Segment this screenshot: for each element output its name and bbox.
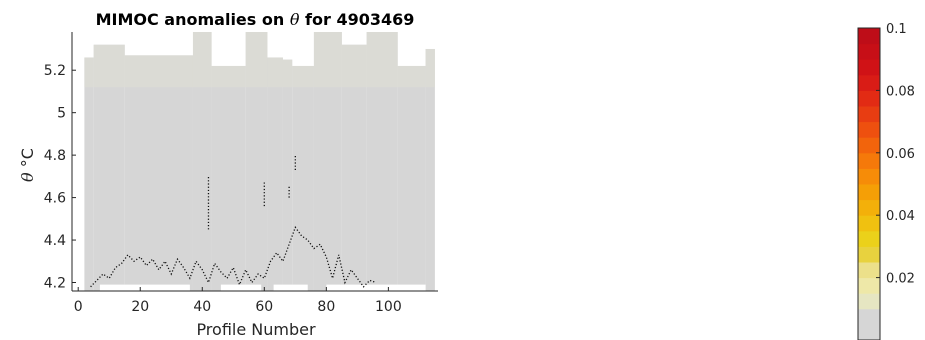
field-column [397, 65, 426, 291]
colorbar-frame [857, 27, 881, 340]
x-tick-label: 60 [255, 299, 273, 315]
colorbar-swatch [858, 215, 880, 232]
y-tick-label: 5 [57, 106, 66, 122]
colorbar: 0.02 0.04 0.06 0.08 0.1 [857, 22, 915, 340]
x-axis: 0 20 40 60 80 100 [74, 287, 402, 315]
colorbar-swatch [858, 277, 880, 294]
x-axis-label: Profile Number [196, 320, 316, 339]
colorbar-swatch [858, 324, 880, 340]
title-suffix: for 4903469 [305, 10, 414, 29]
chart-title: MIMOC anomalies on θ for 4903469 [96, 10, 415, 29]
plot-area [84, 32, 435, 292]
colorbar-swatch [858, 43, 880, 60]
overlay-layer [71, 32, 438, 292]
colorbar-swatch [858, 106, 880, 123]
title-prefix: MIMOC anomalies on [96, 10, 285, 29]
field-upper-band [341, 44, 367, 88]
y-tick-label: 4.8 [44, 148, 66, 164]
title-symbol: θ [290, 10, 300, 29]
field-column [211, 65, 246, 291]
y-axis-label: θ °C [18, 148, 37, 182]
field-upper-band [84, 57, 94, 88]
colorbar-swatch [858, 90, 880, 107]
x-tick-label: 20 [131, 299, 149, 315]
colorbar-swatch [858, 168, 880, 185]
colorbar-swatch [858, 59, 880, 76]
colorbar-swatch [858, 137, 880, 154]
colorbar-swatch [858, 28, 880, 45]
field-upper-band [124, 55, 193, 88]
field-upper-band [366, 32, 398, 88]
colorbar-tick-label: 0.08 [886, 84, 915, 99]
colorbar-swatch [858, 152, 880, 169]
field-column [192, 32, 212, 291]
colorbar-swatch [858, 308, 880, 325]
x-tick-label: 40 [193, 299, 211, 315]
field-upper-band [245, 32, 268, 88]
colorbar-tick-label: 0.02 [886, 272, 915, 287]
field-bottom-gap [273, 284, 308, 291]
y-tick-label: 4.6 [44, 191, 66, 207]
colorbar-swatch [858, 293, 880, 310]
colorbar-swatch [858, 184, 880, 201]
y-axis: 4.2 4.4 4.6 4.8 5 5.2 [44, 63, 76, 292]
field-upper-band [397, 65, 426, 88]
field-column [425, 48, 435, 291]
field-column [84, 57, 94, 292]
colorbar-tick-label: 0.04 [886, 209, 915, 224]
field-upper-band [211, 65, 246, 88]
field-upper-band [192, 32, 212, 88]
field-column [267, 57, 283, 292]
field-upper-band [282, 59, 293, 88]
field-column [124, 55, 193, 291]
field-upper-band [267, 57, 283, 88]
field-column [282, 59, 293, 292]
y-tick-label: 4.4 [44, 233, 66, 249]
field-upper-band [292, 65, 314, 88]
field-column [245, 32, 268, 291]
field-upper-band [93, 44, 125, 88]
x-tick-label: 0 [74, 299, 83, 315]
field-upper-band [313, 32, 342, 88]
field-bottom-gap [99, 284, 190, 291]
y-tick-label: 5.2 [44, 63, 66, 79]
colorbar-swatch [858, 230, 880, 247]
field-bottom-gap [220, 284, 262, 291]
colorbar-swatch [858, 246, 880, 263]
colorbar-swatch [858, 121, 880, 138]
field-bottom-gap [326, 284, 426, 291]
x-tick-label: 100 [375, 299, 402, 315]
colorbar-tick-label: 0.06 [886, 147, 915, 162]
mixed-layer-line [90, 225, 377, 288]
colorbar-swatch [858, 74, 880, 91]
y-axis-unit: °C [18, 148, 37, 167]
x-tick-label: 80 [317, 299, 335, 315]
colorbar-tick-label: 0.1 [886, 22, 907, 37]
colorbar-swatch [858, 262, 880, 279]
colorbar-swatch [858, 199, 880, 216]
field-column [292, 65, 314, 291]
y-axis-symbol: θ [18, 172, 37, 182]
field-upper-band [425, 48, 435, 88]
y-tick-label: 4.2 [44, 276, 66, 292]
